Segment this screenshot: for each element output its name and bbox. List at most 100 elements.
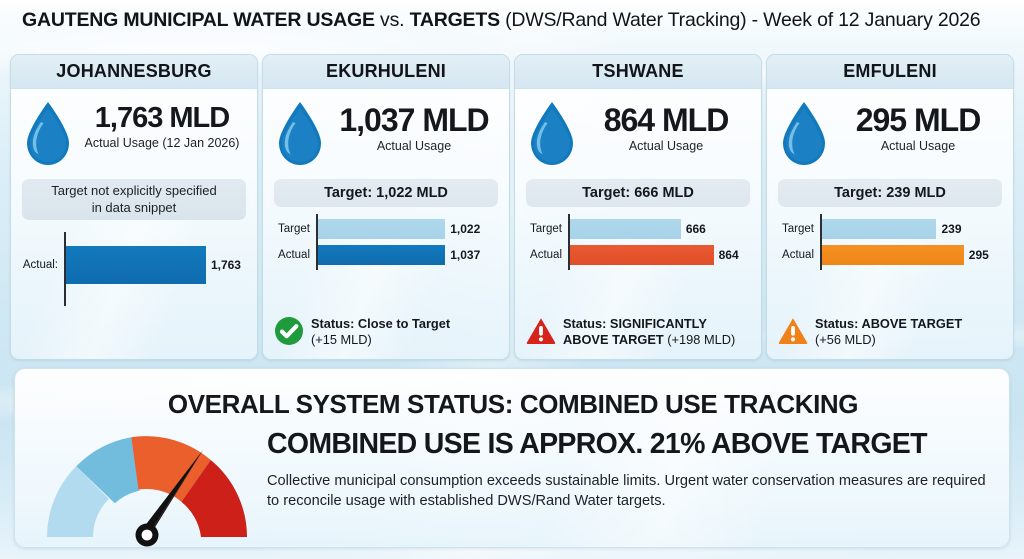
chart-axis-line (568, 214, 570, 270)
status-delta-text: (+198 MLD) (667, 331, 736, 347)
bar-row-target: Target 239 (782, 219, 1002, 239)
headline-value-block: 1,763 MLD Actual Usage (12 Jan 2026) (78, 98, 246, 149)
bar-fill-actual (568, 245, 714, 265)
title-bold-part-2: TARGETS (409, 8, 506, 31)
bar-row-target: Target 666 (530, 219, 750, 239)
card-header: JOHANNESBURG (11, 55, 257, 89)
card-body: 1,037 MLD Actual Usage Target: 1,022 MLD… (263, 89, 509, 359)
status-text: Status: SIGNIFICANTLY ABOVE TARGET (+198… (563, 315, 750, 347)
municipality-card-emfuleni[interactable]: EMFULENI 295 MLD Actual Usage (766, 54, 1014, 360)
chart-axis-line (64, 232, 66, 307)
bar-fill-target (316, 219, 446, 239)
chart-axis-line (820, 214, 822, 270)
bar-label: Actual (782, 249, 814, 261)
status-strong-text: Status: ABOVE TARGET (815, 316, 963, 331)
bar-value: 666 (685, 222, 706, 236)
status-delta-text: (+15 MLD) (311, 331, 372, 347)
page-title: GAUTENG MUNICIPAL WATER USAGE vs. TARGET… (0, 0, 1024, 40)
card-body: 295 MLD Actual Usage Target: 239 MLD Tar… (767, 89, 1013, 359)
overall-status-title: OVERALL SYSTEM STATUS: COMBINED USE TRAC… (167, 389, 859, 419)
title-light-part-2: (DWS/Rand Water Tracking) - Week of 12 J… (505, 8, 981, 31)
card-body: 1,763 MLD Actual Usage (12 Jan 2026) Tar… (11, 89, 257, 359)
bar-label: Target (782, 223, 814, 235)
headline-row: 1,037 MLD Actual Usage (274, 98, 498, 172)
gauge-segment-high (131, 436, 211, 502)
bar-value: 239 (941, 222, 962, 236)
card-header: EMFULENI (767, 55, 1013, 89)
warning-triangle-icon (526, 315, 556, 351)
gauge-segment-critical (181, 460, 247, 537)
check-circle-icon (274, 315, 304, 351)
bar-value: 295 (968, 248, 989, 262)
overall-status-text-block: COMBINED USE IS APPROX. 21% ABOVE TARGET… (267, 429, 995, 512)
bar-row-actual: Actual 295 (782, 245, 1002, 265)
bar-value: 1,022 (450, 222, 481, 236)
bar-row-actual: Actual 1,037 (278, 245, 498, 265)
target-pill: Target not explicitly specified in data … (22, 179, 246, 221)
bar-chart: Target 1,022 Actual 1,037 (274, 214, 498, 270)
bar-row-actual: Actual: 1,763 (23, 246, 246, 285)
status-text: Status: ABOVE TARGET (+56 MLD) (815, 315, 962, 347)
target-pill: Target: 666 MLD (526, 179, 750, 207)
bar-value: 864 (718, 248, 739, 262)
bar-label: Actual (278, 249, 310, 261)
bar-fill-target (820, 219, 937, 239)
headline-row: 864 MLD Actual Usage (526, 98, 750, 172)
headline-value-block: 295 MLD Actual Usage (834, 98, 1002, 153)
status-strong-text: Status: SIGNIFICANTLY ABOVE TARGET (563, 316, 707, 347)
bar-chart: Actual: 1,763 (22, 232, 246, 307)
page-title-text: GAUTENG MUNICIPAL WATER USAGE vs. TARGET… (22, 8, 981, 32)
bar-fill-actual (820, 245, 964, 265)
bar-value: 1,037 (450, 248, 481, 262)
bar-label: Target (530, 223, 562, 235)
target-pill-line-1: Target not explicitly specified (51, 183, 217, 198)
gauge-segment-low (47, 466, 109, 537)
target-pill-text: Target: 239 MLD (834, 185, 946, 201)
status-strong-text: Status: Close to Target (311, 316, 451, 331)
municipality-cards-row: JOHANNESBURG 1,763 MLD Actual Usage (12 … (10, 54, 1014, 360)
actual-usage-value: 295 MLD (855, 102, 982, 138)
municipality-card-johannesburg[interactable]: JOHANNESBURG 1,763 MLD Actual Usage (12 … (10, 54, 258, 360)
bar-label: Actual: (22, 259, 58, 272)
water-droplet-icon (22, 98, 74, 173)
status-badge: Status: ABOVE TARGET (+56 MLD) (778, 308, 1002, 351)
card-header: EKURHULENI (263, 55, 509, 89)
bar-label: Target (278, 223, 310, 235)
status-delta-text: (+56 MLD) (815, 331, 876, 347)
bar-chart: Target 239 Actual 295 (778, 214, 1002, 270)
bar-row-target: Target 1,022 (278, 219, 498, 239)
headline-value-block: 1,037 MLD Actual Usage (330, 98, 498, 153)
actual-usage-value: 864 MLD (603, 102, 730, 138)
target-pill-text: Target: 1,022 MLD (324, 185, 448, 201)
water-droplet-icon (778, 98, 830, 173)
water-droplet-icon (274, 98, 326, 173)
actual-usage-value: 1,037 MLD (339, 102, 489, 138)
target-pill: Target: 1,022 MLD (274, 179, 498, 207)
headline-row: 295 MLD Actual Usage (778, 98, 1002, 172)
target-pill-text: Target: 666 MLD (582, 185, 694, 201)
bar-label: Actual (530, 249, 562, 261)
target-pill-line-2: in data snippet (91, 199, 177, 215)
status-text: Status: Close to Target (+15 MLD) (311, 315, 450, 347)
municipality-card-tshwane[interactable]: TSHWANE 864 MLD Actual Usage (514, 54, 762, 360)
headline-row: 1,763 MLD Actual Usage (12 Jan 2026) (22, 98, 246, 172)
overall-gauge (37, 425, 257, 547)
municipality-card-ekurhuleni[interactable]: EKURHULENI 1,037 MLD Actual Usage (262, 54, 510, 360)
water-droplet-icon (526, 98, 578, 173)
card-header: TSHWANE (515, 55, 761, 89)
overall-status-panel: OVERALL SYSTEM STATUS: COMBINED USE TRAC… (14, 368, 1010, 548)
status-badge: Status: SIGNIFICANTLY ABOVE TARGET (+198… (526, 308, 750, 351)
bar-fill-target (568, 219, 681, 239)
actual-usage-caption: Actual Usage (628, 138, 704, 153)
bar-chart: Target 666 Actual 864 (526, 214, 750, 270)
overall-headline: COMBINED USE IS APPROX. 21% ABOVE TARGET (267, 428, 928, 460)
status-badge: Status: Close to Target (+15 MLD) (274, 308, 498, 351)
overall-description: Collective municipal consumption exceeds… (267, 472, 986, 510)
card-title: JOHANNESBURG (56, 61, 212, 81)
actual-usage-caption: Actual Usage (376, 138, 452, 153)
bar-fill-actual (316, 245, 446, 265)
actual-usage-value: 1,763 MLD (94, 102, 230, 134)
card-body: 864 MLD Actual Usage Target: 666 MLD Tar… (515, 89, 761, 359)
headline-value-block: 864 MLD Actual Usage (582, 98, 750, 153)
card-title: EKURHULENI (325, 61, 446, 81)
